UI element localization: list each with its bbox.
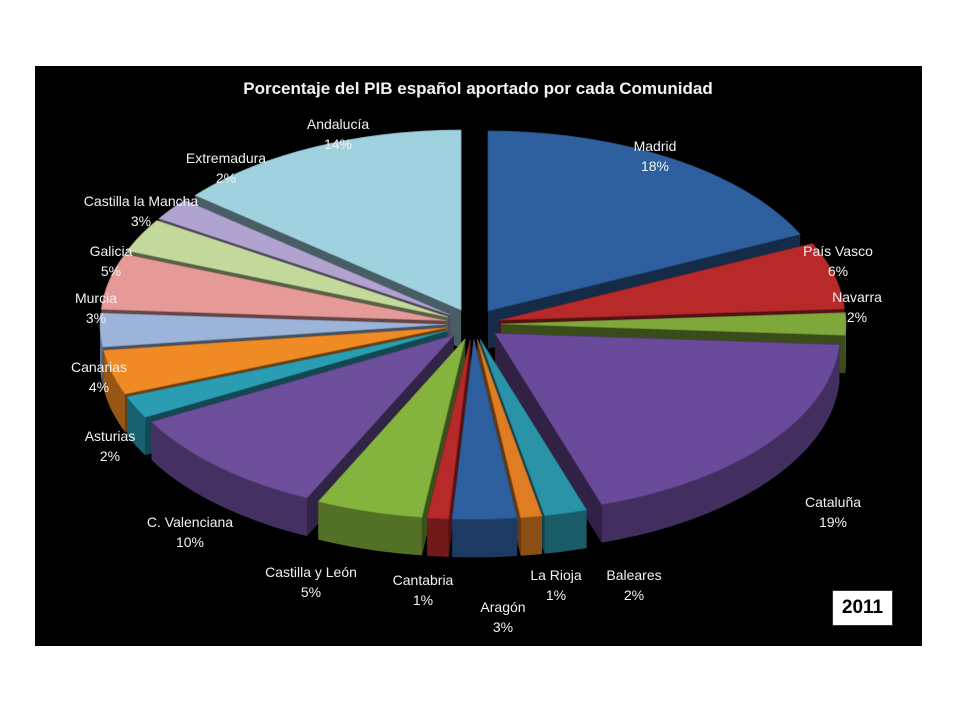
slice-edge-canarias-0 xyxy=(103,350,126,433)
slice-edge-baleares-0 xyxy=(544,510,587,554)
slice-name-aragon: Aragón xyxy=(480,599,525,615)
slice-canarias xyxy=(103,327,446,395)
slice-label-navarra: Navarra 2% xyxy=(832,289,882,325)
slice-galicia xyxy=(100,253,446,322)
slice-percent-murcia: 3% xyxy=(86,310,106,326)
slice-label-madrid: Madrid 18% xyxy=(634,138,677,174)
slice-name-la-rioja: La Rioja xyxy=(530,567,582,583)
slice-edge-cantabria-0 xyxy=(427,517,449,557)
slice-navarra xyxy=(500,312,847,336)
slice-edge-castilla-y-leon-0 xyxy=(318,501,422,556)
slice-label-la-rioja: La Rioja 1% xyxy=(530,567,582,603)
slice-name-cantabria: Cantabria xyxy=(393,572,454,588)
slice-name-navarra: Navarra xyxy=(832,289,882,305)
slice-percent-extremadura: 2% xyxy=(216,170,236,186)
slice-madrid xyxy=(487,130,801,312)
slice-percent-galicia: 5% xyxy=(101,263,121,279)
slice-cataluna xyxy=(494,333,840,506)
slice-label-andalucia: Andalucía 14% xyxy=(307,116,369,152)
slice-label-aragon: Aragón 3% xyxy=(480,599,525,635)
slice-castilla-y-leon xyxy=(317,338,466,518)
slice-label-asturias: Asturias 2% xyxy=(85,428,136,464)
slice-name-galicia: Galicia xyxy=(90,243,133,259)
slice-percent-navarra: 2% xyxy=(847,309,867,325)
slice-extremadura xyxy=(158,199,451,316)
slice-edge-aragon-0 xyxy=(452,517,518,558)
slice-label-cantabria: Cantabria 1% xyxy=(393,572,454,608)
slice-percent-cantabria: 1% xyxy=(413,592,433,608)
slice-andalucia xyxy=(194,129,462,311)
slice-wall-cataluna-1 xyxy=(495,333,602,543)
slice-c-valenciana xyxy=(150,334,456,499)
slice-percent-cataluna: 19% xyxy=(819,514,847,530)
slice-edge-asturias-0 xyxy=(126,396,146,456)
slice-percent-pais-vasco: 6% xyxy=(828,263,848,279)
slice-name-castilla-la-mancha: Castilla la Mancha xyxy=(84,193,199,209)
slice-murcia xyxy=(99,312,446,348)
slice-label-canarias: Canarias 4% xyxy=(71,359,127,395)
slice-percent-madrid: 18% xyxy=(641,158,669,174)
slice-edge-c-valenciana-0 xyxy=(151,421,307,537)
slice-percent-asturias: 2% xyxy=(100,448,120,464)
slice-castilla-la-mancha xyxy=(126,220,449,318)
slice-percent-aragon: 3% xyxy=(493,619,513,635)
slice-edge-la-rioja-0 xyxy=(520,516,543,556)
slice-label-galicia: Galicia 5% xyxy=(90,243,133,279)
slice-percent-baleares: 2% xyxy=(624,587,644,603)
slice-percent-castilla-la-mancha: 3% xyxy=(131,213,151,229)
slice-edge-cataluna-0 xyxy=(601,344,840,543)
slice-name-canarias: Canarias xyxy=(71,359,127,375)
slice-percent-la-rioja: 1% xyxy=(546,587,566,603)
slice-name-pais-vasco: País Vasco xyxy=(803,243,873,259)
slice-label-extremadura: Extremadura 2% xyxy=(186,150,266,186)
slice-name-madrid: Madrid xyxy=(634,138,677,154)
slice-pais-vasco xyxy=(500,243,845,321)
slice-label-castilla-la-mancha: Castilla la Mancha 3% xyxy=(84,193,199,229)
slice-edge-navarra-0 xyxy=(845,324,846,374)
slice-percent-andalucia: 14% xyxy=(324,136,352,152)
slice-aragon xyxy=(451,339,518,520)
slice-percent-castilla-y-leon: 5% xyxy=(301,584,321,600)
slice-la-rioja xyxy=(476,339,543,519)
slice-name-andalucia: Andalucía xyxy=(307,116,369,132)
slice-name-murcia: Murcia xyxy=(75,290,117,306)
slice-percent-canarias: 4% xyxy=(89,379,109,395)
slice-edge-murcia-0 xyxy=(100,324,103,386)
slice-name-extremadura: Extremadura xyxy=(186,150,266,166)
slice-label-c-valenciana: C. Valenciana 10% xyxy=(147,514,233,550)
slice-name-castilla-y-leon: Castilla y León xyxy=(265,564,357,580)
slice-name-c-valenciana: C. Valenciana xyxy=(147,514,233,530)
slice-label-murcia: Murcia 3% xyxy=(75,290,117,326)
slice-asturias xyxy=(126,330,448,418)
pie-chart: Porcentaje del PIB español aportado por … xyxy=(71,79,882,635)
chart-panel: Porcentaje del PIB español aportado por … xyxy=(35,66,922,646)
slice-label-baleares: Baleares 2% xyxy=(606,567,661,603)
slice-baleares xyxy=(479,338,588,517)
slice-name-cataluna: Cataluña xyxy=(805,494,861,510)
chart-title: Porcentaje del PIB español aportado por … xyxy=(243,79,712,98)
slice-label-cataluna: Cataluña 19% xyxy=(805,494,861,530)
slice-label-pais-vasco: País Vasco 6% xyxy=(803,243,873,279)
slice-percent-c-valenciana: 10% xyxy=(176,534,204,550)
year-badge: 2011 xyxy=(832,590,893,626)
slice-name-asturias: Asturias xyxy=(85,428,136,444)
slice-name-baleares: Baleares xyxy=(606,567,661,583)
slice-label-castilla-y-leon: Castilla y León 5% xyxy=(265,564,357,600)
slice-cantabria xyxy=(426,339,471,520)
